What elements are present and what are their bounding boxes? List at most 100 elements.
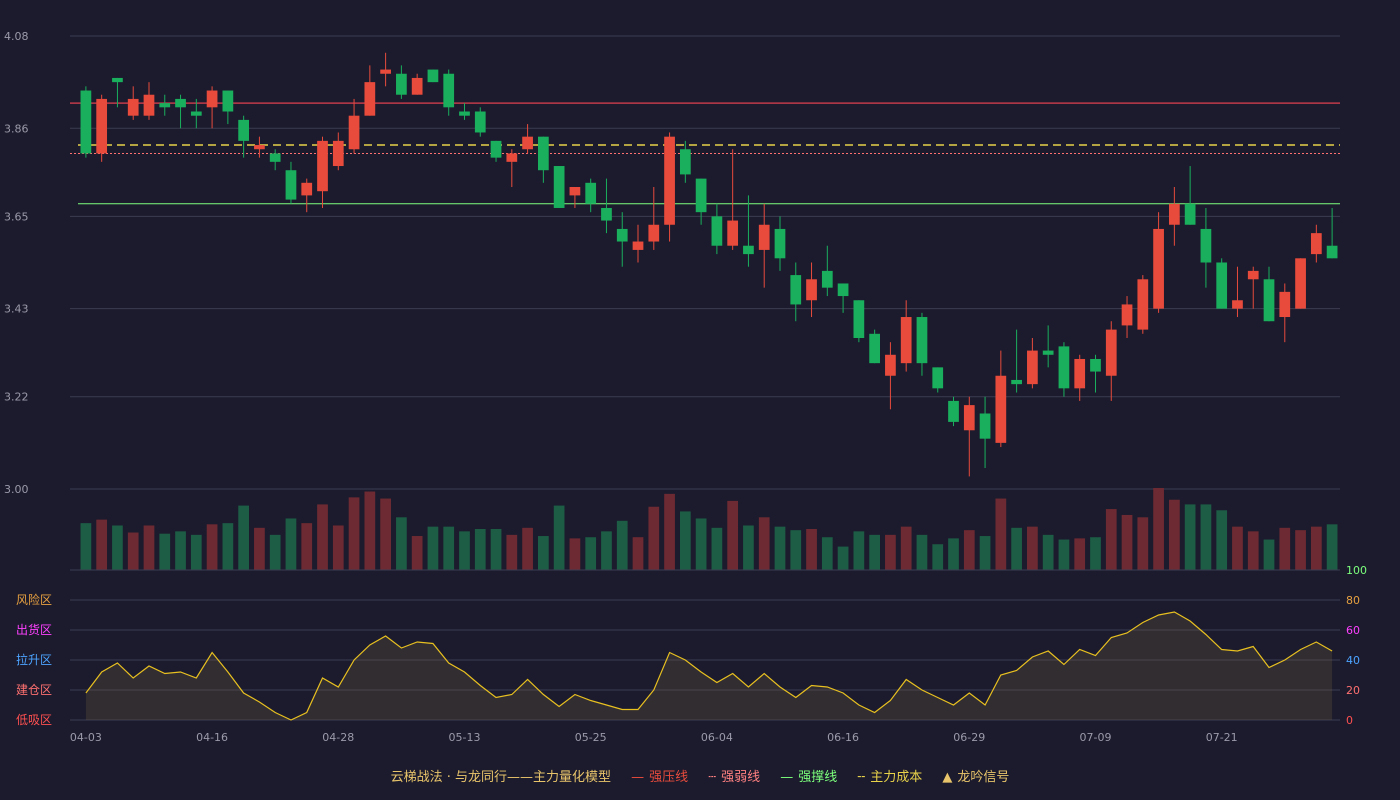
candle-body xyxy=(522,136,533,150)
volume-bar xyxy=(506,534,518,570)
volume-bar xyxy=(743,525,754,570)
volume-bar xyxy=(80,523,92,570)
volume-bar xyxy=(1153,488,1164,570)
chart-legend: 云梯战法 · 与龙同行——主力量化模型 — 强压线 ┄ 强弱线 — 强撑线 ╌ 主力成本… xyxy=(0,766,1400,785)
volume-bar xyxy=(1232,526,1243,570)
volume-bar xyxy=(948,538,959,570)
osc-tick-label: 0 xyxy=(1346,714,1353,727)
osc-tick-label: 40 xyxy=(1346,654,1360,667)
legend-item-support[interactable]: — 强撑线 xyxy=(780,766,837,785)
volume-bar xyxy=(869,534,881,570)
zone-label: 出货区 xyxy=(16,622,52,637)
candle-body xyxy=(916,317,928,364)
volume-bar xyxy=(396,517,407,570)
candle-body xyxy=(1090,358,1101,372)
volume-bar xyxy=(632,537,644,570)
volume-bar xyxy=(1011,527,1022,570)
candle-body xyxy=(853,300,865,338)
legend-item-cost[interactable]: ╌ 主力成本 xyxy=(857,766,922,785)
zone-label: 风险区 xyxy=(16,592,52,607)
volume-bar xyxy=(522,527,533,570)
candle-body xyxy=(1153,228,1164,309)
volume-bar xyxy=(1279,527,1291,570)
candle-body xyxy=(885,354,896,376)
candle-body xyxy=(317,140,328,192)
volume-bar xyxy=(112,525,123,570)
x-tick-label: 05-25 xyxy=(575,731,607,744)
candle-body xyxy=(1121,304,1133,326)
volume-bar xyxy=(1295,530,1306,570)
candle-body xyxy=(601,207,612,221)
volume-bar xyxy=(932,544,944,570)
volume-bar xyxy=(127,532,139,570)
candle-body xyxy=(1263,279,1275,322)
candle-body xyxy=(900,317,912,364)
candle-body xyxy=(1279,291,1291,318)
volume-bar xyxy=(601,531,612,570)
signal-area xyxy=(85,612,1333,720)
legend-title: 云梯战法 · 与龙同行——主力量化模型 xyxy=(390,770,611,785)
volume-bar xyxy=(459,531,470,570)
candle-body xyxy=(238,119,250,141)
candle-body xyxy=(506,153,518,162)
candle-body xyxy=(648,224,660,242)
candle-body xyxy=(948,400,959,422)
candle-body xyxy=(727,220,739,246)
candle-body xyxy=(411,77,423,95)
candle-body xyxy=(1074,358,1086,389)
candle-body xyxy=(743,245,754,255)
candle-body xyxy=(143,94,155,116)
candle-body xyxy=(269,153,281,162)
volume-bar xyxy=(443,526,455,570)
candle-body xyxy=(443,73,455,108)
dotted-line-icon: ┄ xyxy=(708,770,717,785)
volume-bar xyxy=(411,536,423,570)
candle-body xyxy=(222,90,234,112)
x-tick-label: 04-16 xyxy=(196,731,228,744)
candle-body xyxy=(1200,228,1212,263)
volume-bar xyxy=(159,533,171,570)
candle-body xyxy=(711,216,723,246)
volume-bar xyxy=(821,537,833,570)
osc-tick-label: 100 xyxy=(1346,564,1367,577)
volume-bar xyxy=(774,526,786,570)
volume-bar xyxy=(254,527,265,570)
volume-bar xyxy=(885,534,896,570)
candle-body xyxy=(206,90,218,108)
volume-bar xyxy=(285,518,297,570)
volume-bar xyxy=(348,497,360,570)
volume-bar xyxy=(1326,524,1338,570)
volume-bar xyxy=(1137,517,1149,570)
candle-body xyxy=(995,375,1007,443)
volume-bar xyxy=(317,504,328,570)
candle-body xyxy=(1137,279,1149,330)
volume-bar xyxy=(837,546,849,570)
dashed-line-icon: ╌ xyxy=(857,770,866,785)
candle-body xyxy=(632,241,644,250)
legend-item-resistance[interactable]: — 强压线 xyxy=(631,766,688,785)
candle-body xyxy=(963,405,975,431)
volume-bar xyxy=(695,518,707,570)
candle-body xyxy=(664,136,675,225)
candle-body xyxy=(1168,203,1180,225)
y-tick-label: 4.08 xyxy=(4,30,29,43)
volume-bar xyxy=(790,530,802,570)
volume-bar xyxy=(806,529,817,570)
candle-body xyxy=(1105,329,1117,376)
zone-label: 拉升区 xyxy=(16,652,52,667)
volume-bar xyxy=(222,523,234,570)
candle-body xyxy=(758,224,770,250)
candle-body xyxy=(112,77,123,83)
volume-bar xyxy=(238,505,250,570)
legend-label-cost: 主力成本 xyxy=(870,770,923,785)
legend-item-signal[interactable]: ▲ 龙吟信号 xyxy=(942,766,1009,785)
volume-bar xyxy=(1027,526,1038,570)
volume-bar xyxy=(332,525,344,570)
volume-bar xyxy=(1200,504,1212,570)
candle-body xyxy=(569,187,581,196)
candle-body xyxy=(821,270,833,288)
candle-body xyxy=(396,73,407,95)
legend-item-strength[interactable]: ┄ 强弱线 xyxy=(708,766,760,785)
volume-bar xyxy=(1310,526,1322,570)
candle-body xyxy=(96,98,108,154)
